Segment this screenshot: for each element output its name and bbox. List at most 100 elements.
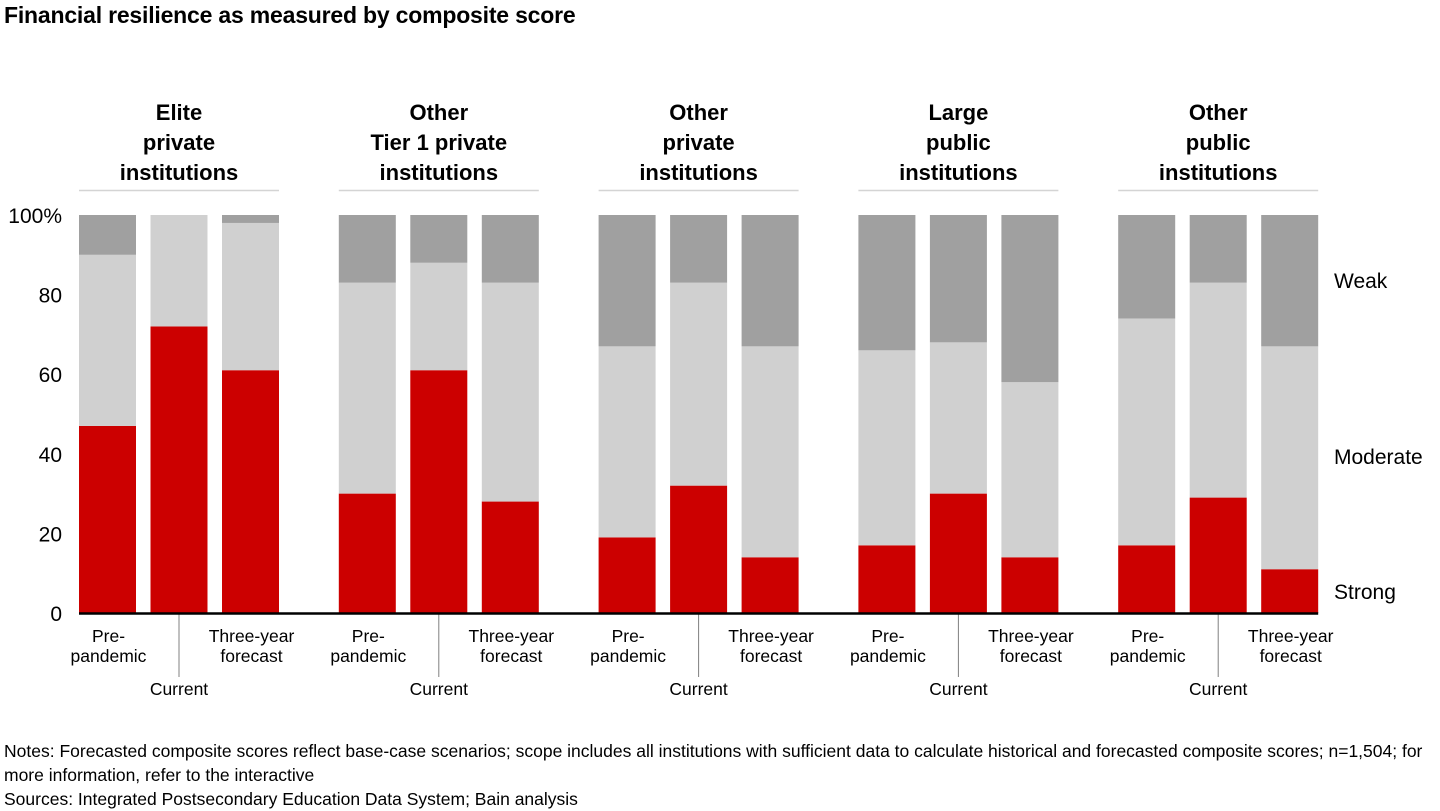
bar-segment-strong [79, 425, 136, 613]
bar-segment-weak [741, 215, 799, 347]
group-header-label: Other [669, 100, 728, 125]
notes-text: Notes: Forecasted composite scores refle… [4, 741, 1423, 785]
group-header-label: institutions [1159, 160, 1278, 185]
bar-segment-strong [858, 545, 916, 613]
group-header-label: institutions [639, 160, 758, 185]
x-tick-label: pandemic [330, 646, 406, 666]
x-tick-label: Current [669, 679, 727, 699]
bar-segment-moderate [929, 342, 987, 494]
y-tick-label: 40 [39, 444, 62, 467]
bar-segment-moderate [1118, 318, 1176, 546]
bar-segment-strong [598, 537, 656, 613]
bar-segment-weak [1118, 215, 1176, 319]
bar-segment-weak [1261, 215, 1319, 347]
x-tick-label: pandemic [1110, 646, 1186, 666]
bar-segment-strong [481, 501, 539, 613]
group-header-label: Other [1189, 100, 1248, 125]
bar-segment-weak [670, 215, 728, 283]
x-tick-label: Current [1189, 679, 1247, 699]
group-header-label: private [663, 130, 735, 155]
bar-segment-moderate [222, 222, 279, 371]
group-header-label: Other [409, 100, 468, 125]
bar-segment-strong [1118, 545, 1176, 613]
stacked-bar-chart: Elite private institutions Other Tier 1 priv… [8, 100, 1423, 699]
group-header-label: public [1186, 130, 1251, 155]
x-tick-label: Pre- [352, 626, 385, 646]
bar-segment-strong [410, 370, 468, 613]
bar-segment-weak [929, 215, 987, 343]
y-tick-label: 60 [39, 364, 62, 387]
x-tick-label: Three-year [988, 626, 1074, 646]
bar-segment-moderate [1261, 346, 1319, 570]
bar-segment-moderate [858, 350, 916, 546]
legend-label-weak: Weak [1334, 270, 1388, 293]
x-tick-label: forecast [740, 646, 802, 666]
x-tick-label: Three-year [469, 626, 555, 646]
bar-segment-weak [410, 215, 468, 263]
group-header-label: Elite [156, 100, 202, 125]
bar-segment-strong [741, 557, 799, 613]
bar-segment-strong [338, 493, 396, 613]
chart-notes: Notes: Forecasted composite scores refle… [4, 739, 1440, 811]
x-tick-label: forecast [1000, 646, 1062, 666]
x-tick-label: Three-year [209, 626, 295, 646]
x-tick-label: Current [410, 679, 468, 699]
x-tick-label: Three-year [1248, 626, 1334, 646]
group-header-label: public [926, 130, 991, 155]
bar-segment-weak [222, 215, 279, 223]
x-tick-label: Three-year [728, 626, 814, 646]
bar-segment-moderate [670, 282, 728, 486]
bar-segment-weak [481, 215, 539, 283]
legend-label-strong: Strong [1334, 581, 1396, 604]
bar-segment-weak [79, 215, 136, 255]
bar-segment-moderate [410, 262, 468, 371]
bars [79, 215, 1319, 613]
bar-segment-moderate [741, 346, 799, 558]
group-header-label: institutions [899, 160, 1018, 185]
bar-segment-strong [929, 493, 987, 613]
x-tick-label: forecast [480, 646, 542, 666]
bar-segment-moderate [79, 254, 136, 426]
bar-segment-moderate [1189, 282, 1247, 498]
bar-segment-moderate [150, 215, 208, 327]
bar-segment-strong [1189, 497, 1247, 613]
group-header-label: Large [928, 100, 988, 125]
legend-label-moderate: Moderate [1334, 446, 1423, 469]
bar-segment-moderate [481, 282, 539, 502]
y-axis: 0 20 40 60 80 100% [8, 205, 62, 626]
group-header-label: private [143, 130, 215, 155]
bar-segment-moderate [598, 346, 656, 538]
bar-segment-weak [858, 215, 916, 351]
sources-text: Sources: Integrated Postsecondary Educat… [4, 789, 578, 809]
x-tick-label: pandemic [71, 646, 147, 666]
bar-segment-weak [1189, 215, 1247, 283]
x-tick-label: forecast [220, 646, 282, 666]
group-header-label: institutions [380, 160, 499, 185]
x-tick-label: pandemic [850, 646, 926, 666]
group-header-label: Tier 1 private [371, 130, 508, 155]
bar-segment-moderate [338, 282, 396, 494]
bar-segment-strong [222, 370, 279, 613]
x-tick-label: Current [929, 679, 987, 699]
bar-segment-strong [150, 326, 208, 613]
bar-segment-weak [1001, 215, 1059, 383]
y-tick-label: 20 [39, 523, 62, 546]
bar-segment-strong [1001, 557, 1059, 613]
y-tick-label: 100% [8, 205, 62, 228]
group-headers: Elite private institutions Other Tier 1 priv… [79, 100, 1319, 192]
x-tick-label: pandemic [590, 646, 666, 666]
bar-segment-strong [1261, 569, 1319, 613]
y-tick-label: 0 [50, 603, 62, 626]
bar-segment-moderate [1001, 382, 1059, 558]
x-axis: Pre-pandemicThree-yearforecastCurrentPre… [71, 612, 1334, 699]
x-tick-label: Pre- [871, 626, 904, 646]
bar-segment-weak [598, 215, 656, 347]
y-tick-label: 80 [39, 285, 62, 308]
bar-segment-weak [338, 215, 396, 283]
bar-segment-strong [670, 485, 728, 613]
x-tick-label: Pre- [612, 626, 645, 646]
group-header-label: institutions [120, 160, 239, 185]
chart-title: Financial resilience as measured by comp… [4, 2, 576, 28]
x-tick-label: Pre- [92, 626, 125, 646]
legend: Weak Moderate Strong [1334, 270, 1423, 604]
